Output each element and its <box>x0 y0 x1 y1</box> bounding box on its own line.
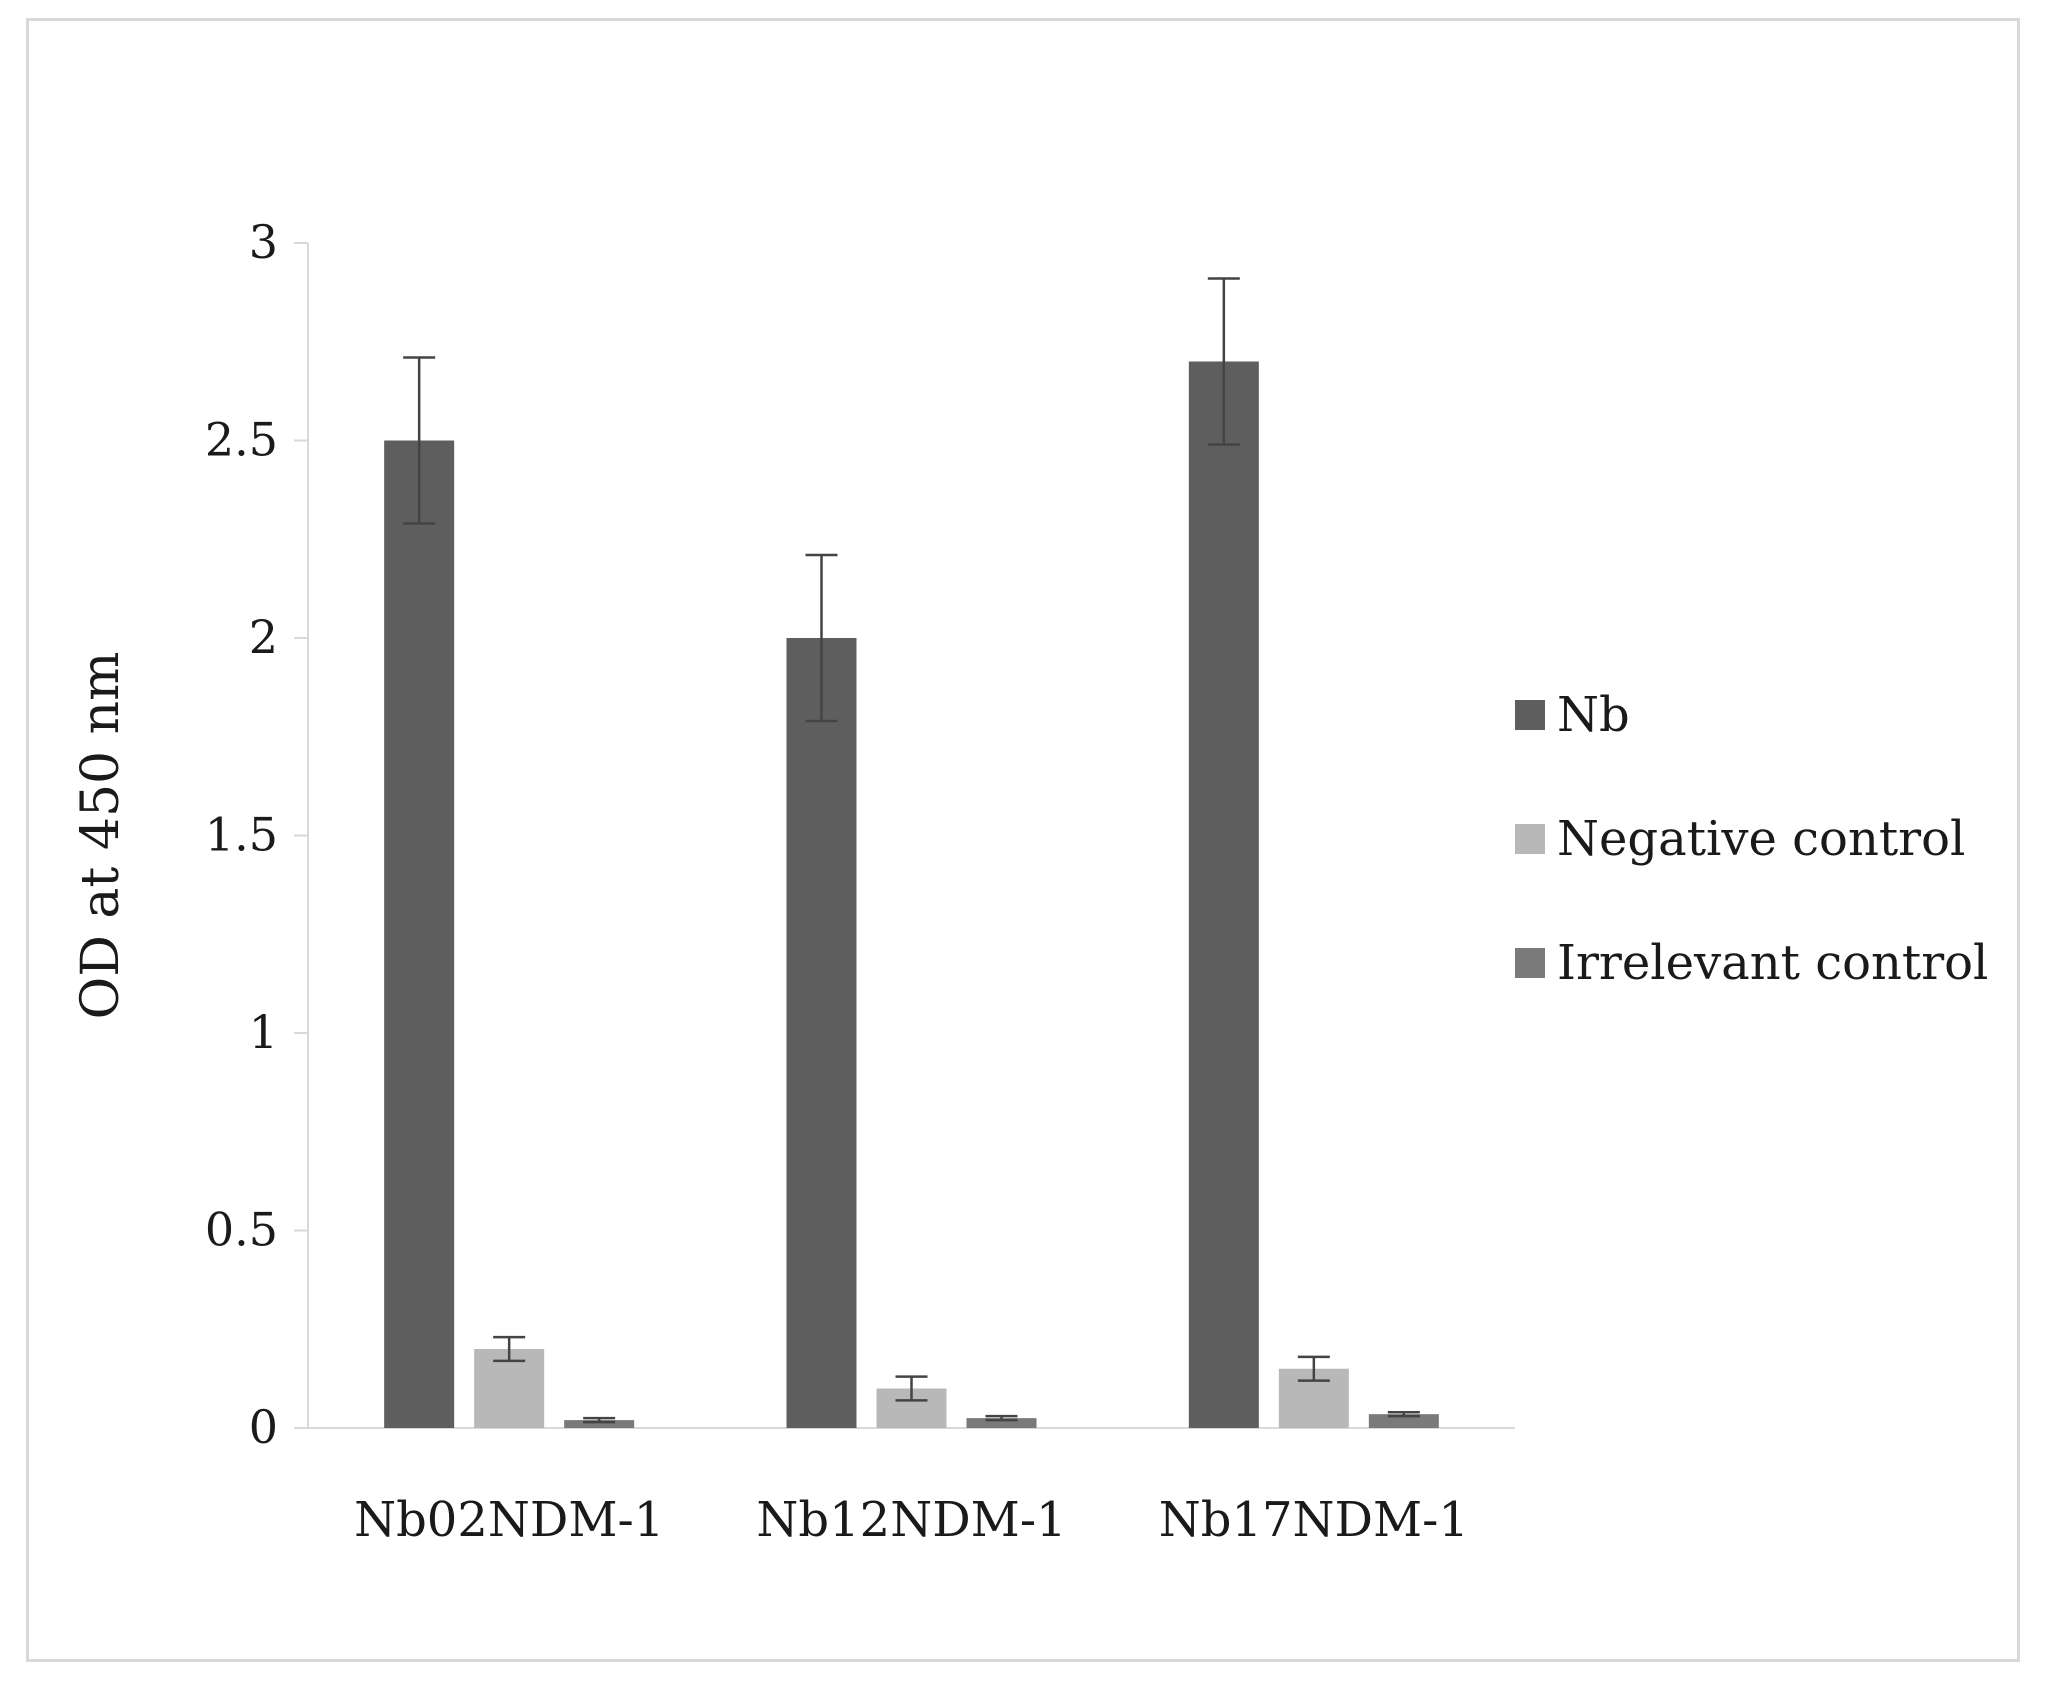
legend-label: Irrelevant control <box>1557 935 1988 991</box>
y-tick-label: 1.5 <box>205 808 278 862</box>
y-tick-label: 0 <box>249 1400 278 1454</box>
figure-frame <box>26 18 2020 1662</box>
axes <box>307 243 1515 1429</box>
legend-swatch <box>1515 824 1545 854</box>
y-tick-label: 2 <box>249 610 278 664</box>
y-tick-label: 2.5 <box>205 413 278 467</box>
bar <box>474 1349 545 1428</box>
y-tick-label: 3 <box>249 215 278 269</box>
y-tick-label: 1 <box>249 1005 278 1059</box>
bar <box>564 1420 635 1428</box>
y-tick-label: 0.5 <box>205 1203 278 1257</box>
x-tick-label: Nb17NDM-1 <box>1159 1492 1469 1548</box>
x-tick-label: Nb02NDM-1 <box>354 1492 664 1548</box>
bar <box>1368 1414 1439 1428</box>
bar <box>384 440 455 1428</box>
y-ticks: 0 0.5 1 1.5 2 2.5 3 <box>205 215 308 1454</box>
legend-swatch <box>1515 948 1545 978</box>
bar <box>1188 361 1259 1428</box>
bar <box>786 638 857 1428</box>
x-tick-labels: Nb02NDM-1 Nb12NDM-1 Nb17NDM-1 <box>354 1492 1469 1548</box>
legend-label: Nb <box>1557 687 1630 743</box>
bars <box>384 361 1439 1428</box>
x-tick-label: Nb12NDM-1 <box>756 1492 1066 1548</box>
legend: Nb Negative control Irrelevant control <box>1515 687 1988 991</box>
legend-label: Negative control <box>1557 811 1965 867</box>
bar <box>966 1418 1037 1428</box>
legend-swatch <box>1515 700 1545 730</box>
error-bars <box>403 277 1420 1424</box>
y-axis-title: OD at 450 nm <box>71 652 131 1020</box>
